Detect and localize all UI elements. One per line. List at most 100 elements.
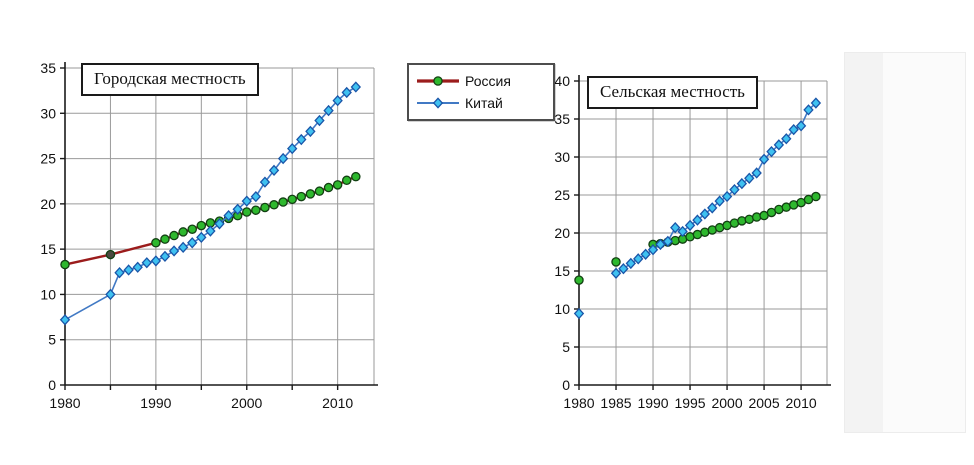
data-point-circle: [305, 189, 316, 199]
data-point-diamond: [177, 241, 189, 253]
data-point-diamond: [314, 114, 325, 127]
data-point-diamond: [655, 238, 666, 251]
y-tick-label: 35: [40, 60, 56, 76]
data-point-diamond: [196, 231, 207, 244]
left-chart-title: Городская местность: [81, 63, 259, 97]
data-point-circle: [332, 180, 343, 190]
data-point-diamond: [296, 133, 307, 146]
data-point-diamond: [625, 257, 637, 270]
y-tick-label: 5: [48, 332, 56, 348]
series-Китай: [573, 97, 822, 320]
data-point-diamond: [729, 184, 740, 196]
data-point-diamond: [159, 250, 171, 263]
data-point-diamond: [332, 94, 343, 107]
data-point-diamond: [788, 123, 799, 136]
y-tick-label: 40: [554, 73, 570, 89]
y-tick-label: 10: [554, 301, 570, 317]
legend-sample-russia-icon: [417, 76, 459, 86]
data-point-circle: [260, 202, 270, 213]
legend-item-china: Китай: [415, 92, 547, 114]
x-tick-label: 1980: [563, 395, 594, 411]
data-point-circle: [151, 238, 161, 248]
data-point-diamond: [350, 81, 362, 93]
y-tick-label: 15: [40, 241, 56, 257]
data-point-circle: [269, 200, 279, 210]
data-point-circle: [296, 191, 307, 202]
legend-item-russia: Россия: [415, 70, 547, 92]
y-tick-label: 25: [554, 187, 570, 203]
data-point-diamond: [150, 255, 162, 267]
data-point-diamond: [721, 190, 733, 203]
plot-area: 1980 1985 1990 1995 2000 2005 2010 0 5 10 15 20 25 30…: [554, 73, 831, 411]
data-point-diamond: [287, 142, 298, 155]
data-point-diamond: [432, 97, 444, 109]
data-point-circle: [278, 197, 288, 207]
y-tick-label: 15: [554, 263, 570, 279]
side-panel: [844, 52, 966, 433]
data-point-circle: [574, 275, 584, 285]
data-point-circle: [811, 191, 821, 202]
data-point-circle: [351, 171, 361, 182]
data-point-circle: [314, 186, 325, 196]
x-tick-label: 2010: [322, 395, 353, 411]
y-tick-label: 25: [40, 151, 56, 167]
data-point-diamond: [105, 288, 116, 301]
data-point-diamond: [699, 208, 711, 220]
data-point-diamond: [647, 244, 659, 256]
data-point-circle: [196, 220, 207, 231]
legend-label-china: Китай: [465, 95, 503, 111]
data-point-diamond: [684, 219, 696, 232]
data-point-diamond: [677, 225, 688, 238]
data-point-diamond: [803, 104, 814, 116]
x-tick-label: 2000: [231, 395, 262, 411]
data-point-diamond: [341, 86, 352, 99]
legend-label-russia: Россия: [465, 73, 511, 89]
data-point-diamond: [59, 314, 71, 326]
x-tick-label: 1995: [674, 395, 705, 411]
x-tick-label: 2000: [711, 395, 742, 411]
data-point-diamond: [259, 176, 271, 188]
data-point-diamond: [810, 97, 822, 109]
data-point-circle: [178, 227, 188, 237]
y-tick-label: 0: [48, 377, 56, 393]
data-point-diamond: [223, 209, 234, 222]
data-point-diamond: [692, 214, 703, 226]
data-point-diamond: [633, 253, 644, 265]
data-point-circle: [323, 182, 334, 193]
data-point-diamond: [205, 225, 216, 237]
data-point-diamond: [141, 257, 152, 269]
data-point-circle: [341, 175, 352, 186]
y-tick-label: 30: [40, 105, 56, 121]
y-tick-label: 5: [562, 339, 570, 355]
data-point-diamond: [241, 195, 252, 207]
data-point-diamond: [758, 153, 770, 165]
y-tick-label: 10: [40, 286, 56, 302]
data-point-diamond: [250, 190, 262, 203]
y-tick-label: 0: [562, 377, 570, 393]
data-point-diamond: [123, 264, 134, 276]
data-point-diamond: [766, 146, 777, 158]
data-point-diamond: [795, 120, 807, 132]
data-point-circle: [187, 224, 197, 234]
data-point-circle: [60, 259, 70, 270]
data-point-diamond: [187, 237, 198, 249]
data-point-circle: [169, 230, 179, 241]
y-tick-label: 35: [554, 111, 570, 127]
data-point-diamond: [268, 164, 280, 177]
data-point-diamond: [640, 248, 651, 260]
x-tick-label: 2010: [786, 395, 817, 411]
right-chart-title: Сельская местность: [587, 76, 758, 110]
data-point-circle: [287, 194, 297, 205]
series-Россия: [574, 191, 821, 285]
series-Китай: [59, 81, 362, 326]
y-tick-label: 30: [554, 149, 570, 165]
data-point-circle: [433, 76, 443, 86]
data-point-circle: [160, 234, 170, 244]
data-point-diamond: [736, 177, 748, 190]
legend-sample-china-icon: [417, 97, 459, 109]
series-line: [615, 102, 817, 274]
data-point-diamond: [232, 203, 243, 215]
x-tick-label: 1980: [49, 395, 80, 411]
data-point-diamond: [707, 202, 718, 214]
